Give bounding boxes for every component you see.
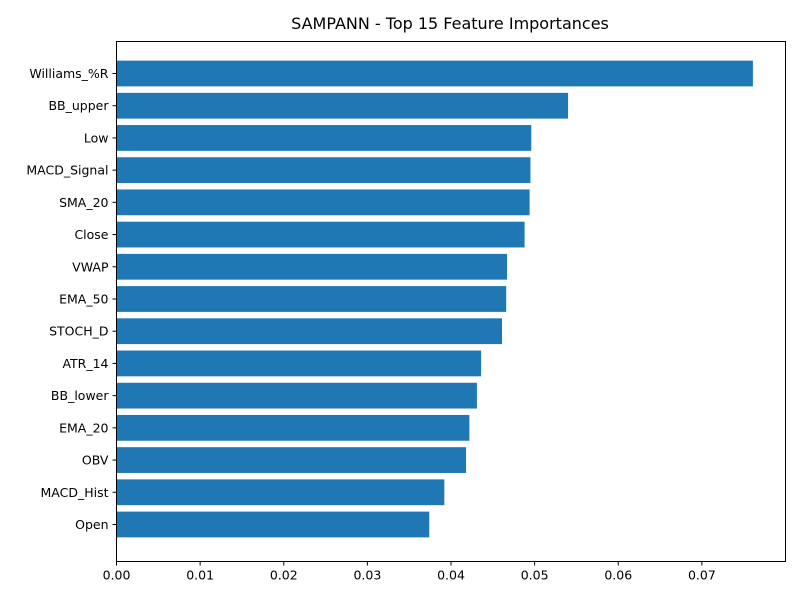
- y-tick-label: MACD_Signal: [26, 163, 108, 178]
- bar: [116, 189, 530, 216]
- chart-title: SAMPANN - Top 15 Feature Importances: [291, 14, 609, 33]
- bar: [116, 157, 531, 184]
- x-tick-label: 0.04: [437, 568, 465, 583]
- bar: [116, 253, 508, 280]
- bar: [116, 286, 507, 312]
- y-tick-label: MACD_Hist: [40, 485, 108, 500]
- x-axis-ticks: 0.00 0.01 0.02 0.03 0.04 0.05 0.06 0.07: [103, 561, 716, 583]
- y-tick-label: VWAP: [72, 259, 109, 274]
- y-tick-label: SMA_20: [59, 195, 108, 210]
- bar: [116, 414, 470, 441]
- y-tick-label: EMA_20: [59, 420, 108, 435]
- bars-group: [116, 60, 753, 538]
- x-tick-label: 0.00: [103, 568, 131, 583]
- bar: [116, 60, 753, 87]
- y-tick-label: Close: [74, 227, 108, 242]
- x-tick-label: 0.03: [353, 568, 381, 583]
- plot-frame: [116, 41, 786, 562]
- y-tick-label: ATR_14: [62, 356, 108, 371]
- bar: [116, 479, 445, 506]
- y-tick-label: OBV: [82, 453, 109, 468]
- bar: [116, 447, 467, 473]
- bar: [116, 221, 525, 248]
- y-tick-label: Low: [84, 130, 109, 145]
- y-tick-label: BB_upper: [48, 98, 109, 113]
- x-tick-label: 0.07: [688, 568, 716, 583]
- y-tick-label: Open: [75, 517, 108, 532]
- y-tick-label: STOCH_D: [49, 324, 108, 339]
- y-tick-label: EMA_50: [59, 292, 108, 307]
- x-tick-label: 0.01: [186, 568, 214, 583]
- bar: [116, 350, 482, 377]
- bar: [116, 511, 430, 538]
- bar: [116, 125, 532, 151]
- bar: [116, 92, 569, 119]
- y-tick-label: Williams_%R: [29, 66, 108, 81]
- y-axis-ticks: Williams_%R BB_upper Low MACD_Signal SMA_20 C…: [26, 66, 117, 532]
- x-tick-label: 0.02: [270, 568, 298, 583]
- bar: [116, 382, 477, 409]
- x-tick-label: 0.06: [604, 568, 632, 583]
- bar: [116, 318, 503, 345]
- x-tick-label: 0.05: [521, 568, 549, 583]
- y-tick-label: BB_lower: [51, 388, 109, 403]
